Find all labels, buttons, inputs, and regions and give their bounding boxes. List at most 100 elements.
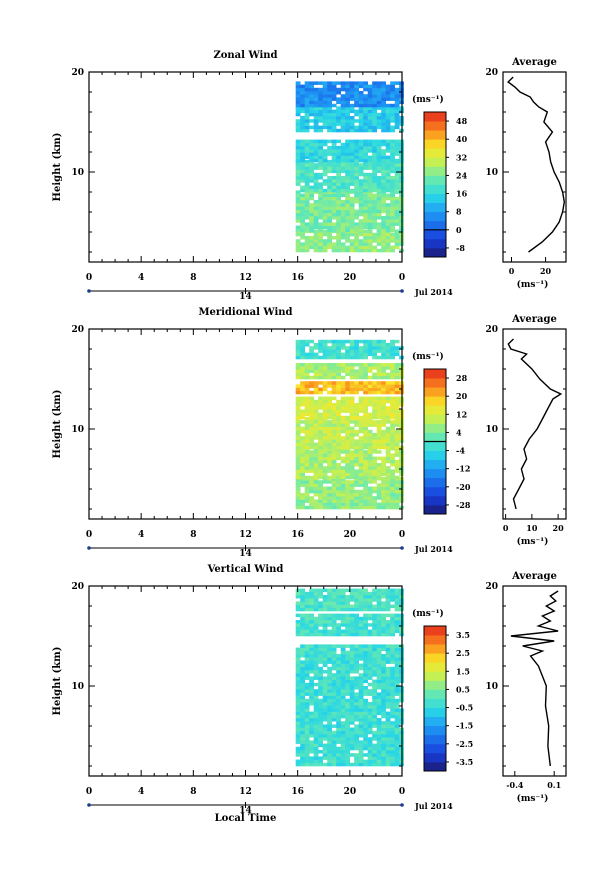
heatmap-cell: [345, 128, 350, 133]
heatmap-cell: [349, 384, 355, 388]
heatmap-cell: [304, 381, 310, 385]
heatmap-cell: [372, 375, 377, 380]
heatmap-cell: [372, 695, 377, 700]
heatmap-cell: [322, 718, 328, 722]
heatmap-cell: [367, 396, 373, 401]
heatmap-cell: [381, 346, 386, 350]
heatmap-cell: [340, 743, 346, 748]
heatmap-cell: [390, 436, 395, 440]
heatmap-cell: [381, 100, 386, 105]
heatmap-cell: [363, 149, 368, 153]
heatmap-cell: [300, 155, 305, 160]
heatmap-cell: [304, 686, 310, 690]
heatmap-cell: [322, 613, 328, 618]
heatmap-cell: [390, 486, 395, 491]
heatmap-cell: [318, 632, 323, 637]
heatmap-cell: [354, 483, 359, 487]
heatmap-cell: [327, 439, 332, 443]
heatmap-cell: [381, 158, 386, 163]
heatmap-cell: [385, 679, 391, 684]
heatmap-cell: [318, 740, 323, 744]
heatmap-cell: [336, 372, 341, 377]
heatmap-cell: [313, 149, 319, 153]
heatmap-cell: [304, 193, 310, 198]
heatmap-cell: [340, 429, 346, 434]
heatmap-cell: [309, 169, 314, 174]
heatmap-cell: [390, 420, 395, 424]
heatmap-cell: [394, 188, 400, 193]
heatmap-cell: [363, 604, 368, 609]
heatmap-cell: [385, 381, 391, 385]
heatmap-cell: [376, 179, 382, 183]
heatmap-cell: [295, 607, 301, 612]
heatmap-cell: [300, 724, 305, 728]
heatmap-cell: [345, 453, 350, 457]
heatmap-cell: [385, 228, 391, 233]
heatmap-cell: [327, 670, 332, 674]
heatmap-cell: [318, 629, 323, 634]
heatmap-cell: [318, 166, 323, 170]
heatmap-cell: [349, 203, 355, 207]
heatmap-cell: [349, 390, 355, 395]
heatmap-cell: [390, 409, 395, 413]
heatmap-cell: [372, 384, 377, 388]
heatmap-cell: [376, 489, 382, 494]
colorbar-segment: [424, 761, 446, 772]
heatmap-cell: [300, 369, 305, 373]
heatmap-cell: [309, 209, 314, 214]
colorbar-segment: [424, 504, 446, 515]
heatmap-cell: [367, 654, 373, 658]
colorbar-tick-label: -28: [456, 500, 471, 510]
heatmap-cell: [358, 112, 364, 117]
heatmap-cell: [349, 493, 355, 497]
heatmap-cell: [354, 390, 359, 395]
heatmap-cell: [345, 433, 350, 437]
heatmap-cell: [327, 112, 332, 117]
heatmap-cell: [358, 81, 364, 85]
heatmap-cell: [363, 613, 368, 618]
heatmap-cell: [381, 248, 386, 253]
heatmap-cell: [376, 616, 382, 621]
heatmap-cell: [376, 708, 382, 712]
heatmap-cell: [331, 486, 337, 491]
heatmap-cell: [376, 740, 382, 744]
heatmap-cell: [300, 200, 305, 204]
heatmap-cell: [331, 702, 337, 706]
colorbar-segment: [424, 387, 446, 397]
heatmap-cell: [322, 475, 328, 480]
heatmap-cell: [354, 695, 359, 700]
colorbar-segment: [424, 707, 446, 718]
colorbar-tick-label: 48: [456, 116, 468, 126]
heatmap-cell: [354, 185, 359, 190]
heatmap-cell: [376, 248, 382, 253]
heatmap-cell: [313, 647, 319, 652]
heatmap-cell: [345, 734, 350, 738]
heatmap-cell: [340, 409, 346, 413]
heatmap-cell: [322, 415, 328, 420]
heatmap-cell: [331, 193, 337, 198]
heatmap-cell: [327, 160, 332, 164]
heatmap-cell: [300, 753, 305, 757]
heatmap-cell: [390, 87, 395, 92]
heatmap-cell: [390, 196, 395, 201]
heatmap-cell: [331, 420, 337, 424]
heatmap-cell: [313, 366, 319, 370]
heatmap-cell: [345, 475, 350, 480]
heatmap-cell: [372, 139, 377, 144]
heatmap-cell: [327, 496, 332, 500]
heatmap-cell: [354, 152, 359, 156]
heatmap-cell: [309, 81, 314, 85]
heatmap-cell: [381, 429, 386, 434]
heatmap-cell: [345, 480, 350, 484]
heatmap-cell: [354, 663, 359, 668]
heatmap-cell: [390, 372, 395, 377]
heatmap-cell: [385, 436, 391, 440]
heatmap-cell: [354, 228, 359, 233]
heatmap-cell: [313, 381, 319, 385]
heatmap-cell: [367, 466, 373, 470]
x-tick-label: 20: [344, 273, 357, 283]
heatmap-cell: [295, 409, 301, 413]
heatmap-cell: [304, 228, 310, 233]
heatmap-cell: [300, 375, 305, 380]
date-label: Jul 2014: [414, 287, 453, 297]
